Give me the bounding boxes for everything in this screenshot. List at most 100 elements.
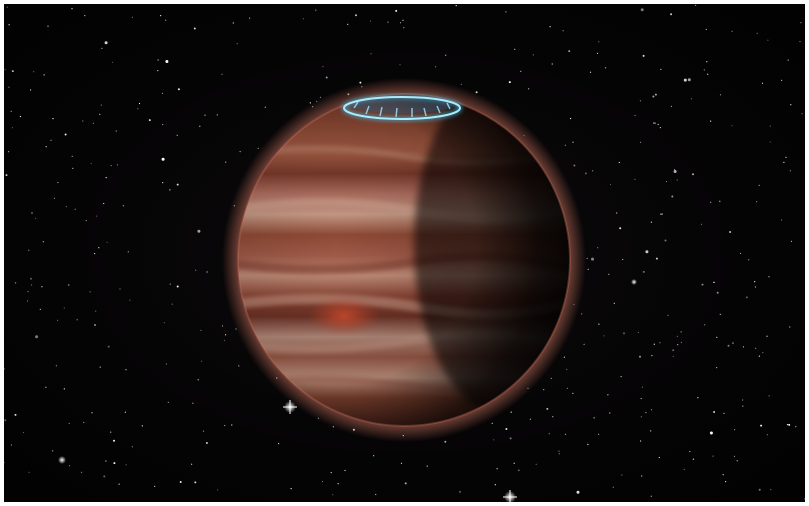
star bbox=[659, 342, 661, 344]
star bbox=[790, 104, 792, 106]
star bbox=[513, 462, 515, 464]
star bbox=[758, 355, 761, 357]
star bbox=[788, 423, 791, 426]
star bbox=[224, 424, 226, 427]
star bbox=[404, 482, 407, 485]
star bbox=[194, 481, 197, 484]
star bbox=[99, 366, 101, 368]
star bbox=[640, 397, 642, 400]
star bbox=[83, 421, 85, 424]
star bbox=[197, 379, 199, 381]
star bbox=[550, 377, 552, 379]
star bbox=[680, 341, 683, 344]
star bbox=[370, 53, 372, 55]
star bbox=[402, 19, 404, 21]
star bbox=[697, 397, 699, 399]
star bbox=[42, 241, 44, 243]
star bbox=[736, 460, 738, 462]
star bbox=[710, 201, 712, 203]
star bbox=[729, 231, 732, 233]
star bbox=[197, 229, 201, 233]
aurora bbox=[341, 94, 463, 122]
star bbox=[651, 355, 653, 357]
star bbox=[494, 484, 496, 486]
star bbox=[387, 21, 389, 23]
star bbox=[589, 71, 592, 73]
star bbox=[105, 177, 107, 179]
star bbox=[619, 227, 622, 230]
star bbox=[535, 463, 537, 465]
star bbox=[64, 133, 67, 136]
star bbox=[104, 41, 108, 45]
star bbox=[57, 181, 59, 184]
star bbox=[742, 399, 744, 401]
star bbox=[790, 240, 793, 242]
star bbox=[731, 125, 733, 127]
star bbox=[122, 205, 124, 207]
star bbox=[563, 356, 566, 358]
star bbox=[8, 86, 10, 88]
star bbox=[607, 394, 609, 396]
star bbox=[703, 69, 705, 71]
star bbox=[68, 422, 70, 425]
star bbox=[781, 79, 783, 81]
star bbox=[35, 335, 39, 339]
star bbox=[231, 424, 233, 426]
star bbox=[742, 346, 745, 348]
star bbox=[707, 73, 709, 75]
star bbox=[202, 430, 205, 432]
star bbox=[110, 431, 112, 433]
star bbox=[598, 41, 600, 43]
star bbox=[719, 313, 721, 315]
star bbox=[761, 82, 764, 84]
star bbox=[623, 332, 625, 335]
star bbox=[660, 68, 662, 70]
star bbox=[85, 220, 87, 222]
star bbox=[169, 283, 171, 285]
star bbox=[221, 73, 223, 75]
star bbox=[369, 20, 372, 22]
star bbox=[98, 247, 100, 249]
star bbox=[435, 66, 437, 68]
star bbox=[459, 491, 461, 493]
star bbox=[754, 281, 756, 283]
star bbox=[119, 288, 121, 290]
star bbox=[664, 239, 667, 242]
star bbox=[514, 48, 516, 51]
star bbox=[609, 183, 612, 186]
star bbox=[650, 221, 653, 223]
star bbox=[94, 324, 96, 326]
star bbox=[99, 113, 101, 115]
star bbox=[399, 64, 401, 66]
star bbox=[200, 329, 202, 331]
star bbox=[63, 388, 65, 390]
star bbox=[223, 339, 225, 342]
star bbox=[205, 442, 208, 444]
star bbox=[634, 114, 636, 117]
star bbox=[768, 395, 770, 397]
star bbox=[177, 88, 180, 91]
star bbox=[115, 130, 117, 132]
star bbox=[30, 277, 32, 280]
star bbox=[325, 76, 328, 79]
star bbox=[169, 189, 171, 191]
star bbox=[739, 252, 742, 254]
star bbox=[723, 412, 725, 414]
star bbox=[658, 456, 660, 459]
star bbox=[71, 8, 73, 10]
star bbox=[162, 123, 164, 126]
star bbox=[687, 78, 691, 82]
star bbox=[672, 349, 675, 352]
star bbox=[39, 308, 41, 310]
star bbox=[4, 419, 7, 422]
star bbox=[621, 474, 623, 476]
star bbox=[596, 52, 599, 54]
star bbox=[804, 498, 805, 500]
star bbox=[160, 15, 162, 17]
star bbox=[129, 299, 131, 301]
star bbox=[315, 9, 317, 11]
star bbox=[657, 123, 659, 126]
star bbox=[520, 70, 522, 72]
star bbox=[347, 23, 349, 25]
star bbox=[770, 489, 772, 491]
